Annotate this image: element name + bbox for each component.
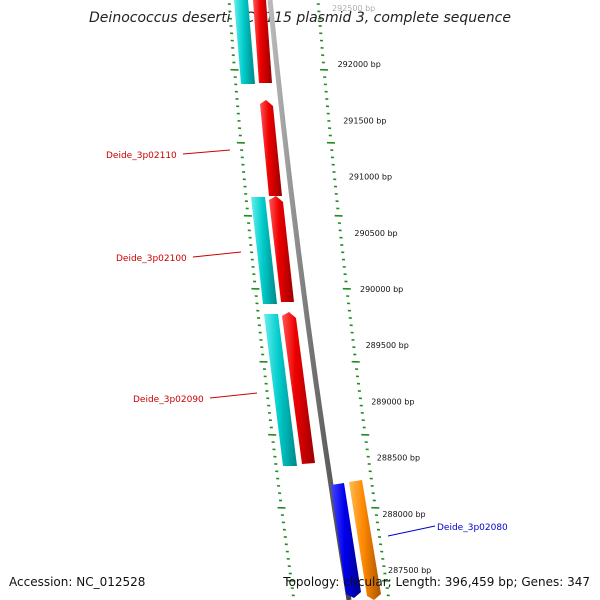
callout-line [192, 251, 242, 258]
cds-cyan-3 [264, 314, 297, 466]
gene-label[interactable]: Deide_3p02080 [437, 523, 508, 533]
gene-label[interactable]: Deide_3p02110 [106, 151, 177, 161]
cds-cyan-1 [234, 0, 255, 84]
topology-text: Topology: circular; Length: 396,459 bp; … [283, 575, 590, 589]
gene-callout-deide-3p02110[interactable]: Deide_3p02110 [106, 149, 231, 161]
gene-callout-deide-3p02090[interactable]: Deide_3p02090 [133, 392, 258, 405]
cds-red-3 [269, 196, 294, 302]
accession-text: Accession: NC_012528 [9, 575, 146, 589]
scale-labels: 292500 bp 292000 bp 291500 bp 291000 bp 2905… [332, 4, 431, 575]
cds-red-2 [260, 100, 282, 196]
scale-label: 291000 bp [349, 173, 392, 182]
scale-label: 290000 bp [360, 285, 403, 294]
scale-label: 290500 bp [354, 229, 397, 238]
scale-label: 292500 bp [332, 4, 375, 13]
cds-orange-1 [349, 480, 381, 600]
scale-label: 291500 bp [343, 116, 386, 125]
scale-label: 288500 bp [377, 454, 420, 463]
scale-label: 292000 bp [338, 60, 381, 69]
scale-label: 287500 bp [388, 566, 431, 575]
inner-tick-track [227, 3, 296, 597]
gene-label[interactable]: Deide_3p02100 [116, 254, 187, 264]
outer-tick-track [316, 3, 391, 597]
cds-blue-1 [331, 483, 361, 598]
scale-label: 288000 bp [382, 510, 425, 519]
gene-callout-deide-3p02100[interactable]: Deide_3p02100 [116, 251, 242, 264]
callout-line [209, 392, 258, 399]
cds-red-4 [282, 312, 315, 464]
scale-label: 289000 bp [371, 397, 414, 406]
gene-callout-deide-3p02080[interactable]: Deide_3p02080 [387, 523, 508, 537]
scale-label: 289500 bp [366, 341, 409, 350]
gene-label[interactable]: Deide_3p02090 [133, 395, 204, 405]
callout-line [387, 525, 436, 537]
map-title: Deinococcus deserti VCD115 plasmid 3, co… [89, 10, 511, 26]
cds-red-1 [253, 0, 272, 83]
cds-cyan-2 [251, 197, 277, 304]
callout-line [182, 149, 231, 155]
